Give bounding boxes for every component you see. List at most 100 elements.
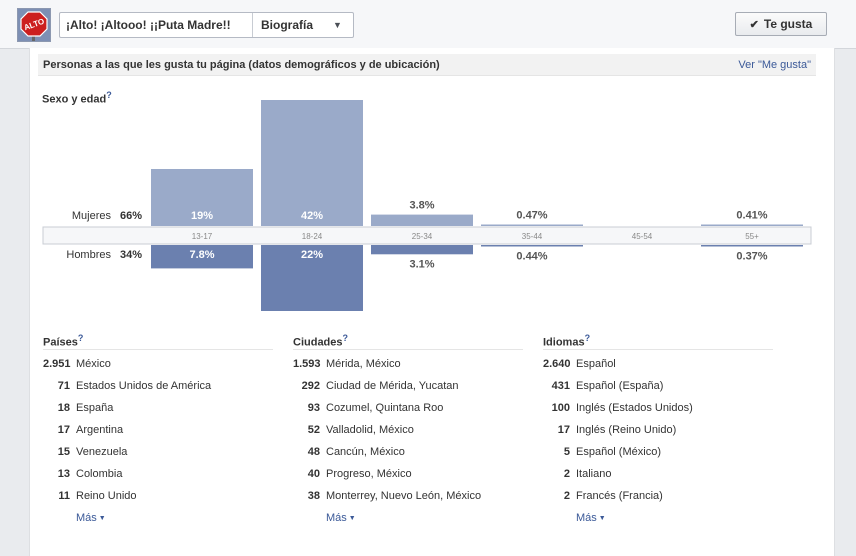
caret-down-icon: ▼ xyxy=(598,515,606,522)
language-count: 17 xyxy=(557,424,570,436)
language-name: Español (México) xyxy=(576,446,661,458)
country-row: 13 Colombia xyxy=(43,463,273,485)
country-count: 18 xyxy=(57,402,70,414)
help-icon[interactable]: ? xyxy=(342,333,349,343)
men-bar xyxy=(481,245,583,247)
country-name: Colombia xyxy=(76,468,123,480)
city-name: Mérida, México xyxy=(326,358,401,370)
men-bar xyxy=(261,245,363,311)
language-count: 2 xyxy=(563,468,570,480)
country-row: 18 España xyxy=(43,397,273,419)
country-row: 17 Argentina xyxy=(43,419,273,441)
country-count: 2.951 xyxy=(43,358,71,370)
men-label: Hombres xyxy=(66,249,111,261)
page-name[interactable]: ¡Alto! ¡Altooo! ¡¡Puta Madre!! xyxy=(60,13,253,37)
countries-title: Países? xyxy=(43,331,273,350)
help-icon[interactable]: ? xyxy=(106,90,112,100)
like-button[interactable]: ✔ Te gusta xyxy=(735,12,827,36)
age-gender-title-text: Sexo y edad xyxy=(42,93,107,106)
country-name: España xyxy=(76,402,114,414)
help-icon[interactable]: ? xyxy=(584,333,591,343)
country-count: 17 xyxy=(57,424,70,436)
city-count: 93 xyxy=(307,402,320,414)
language-row: 17 Inglés (Reino Unido) xyxy=(543,419,773,441)
city-count: 292 xyxy=(301,380,320,392)
language-count: 2 xyxy=(563,490,570,502)
language-name: Francés (Francia) xyxy=(576,490,663,502)
city-count: 1.593 xyxy=(293,358,321,370)
women-value-label: 19% xyxy=(191,210,213,222)
country-row: 11 Reino Unido xyxy=(43,485,273,507)
cities-title-text: Ciudades xyxy=(293,336,343,349)
page-avatar[interactable]: ALTO xyxy=(17,8,51,42)
caret-down-icon: ▼ xyxy=(98,515,106,522)
men-bar xyxy=(151,245,253,269)
country-name: Reino Unido xyxy=(76,490,137,502)
country-name: Venezuela xyxy=(76,446,128,458)
country-count: 11 xyxy=(58,490,70,502)
cities-column: Ciudades? 1.593 Mérida, México 292 Ciudad d… xyxy=(293,331,523,524)
women-bar xyxy=(261,100,363,226)
men-percent: 34% xyxy=(120,249,142,261)
demographics-panel: Personas a las que les gusta tu página (… xyxy=(29,48,835,556)
city-row: 38 Monterrey, Nuevo León, México xyxy=(293,485,523,507)
men-value-label: 0.37% xyxy=(736,251,767,263)
women-value-label: 3.8% xyxy=(409,200,434,212)
women-bar xyxy=(371,214,473,226)
cities-title: Ciudades? xyxy=(293,331,523,350)
section-header: Personas a las que les gusta tu página (… xyxy=(38,54,816,76)
women-value-label: 0.47% xyxy=(516,210,547,222)
women-bar xyxy=(151,169,253,226)
country-row: 2.951 México xyxy=(43,353,273,375)
countries-more-link[interactable]: Más ▼ xyxy=(76,512,273,524)
chevron-down-icon[interactable]: ▼ xyxy=(333,20,342,30)
like-button-label: Te gusta xyxy=(763,17,813,31)
language-count: 5 xyxy=(563,446,570,458)
languages-title-text: Idiomas xyxy=(543,336,585,349)
women-label: Mujeres xyxy=(72,210,112,222)
language-name: Inglés (Estados Unidos) xyxy=(576,402,693,414)
country-count: 15 xyxy=(57,446,70,458)
age-tick-label: 35-44 xyxy=(522,232,543,241)
city-name: Ciudad de Mérida, Yucatan xyxy=(326,380,459,392)
language-name: Español xyxy=(576,358,616,370)
city-row: 48 Cancún, México xyxy=(293,441,523,463)
page-selector[interactable]: ¡Alto! ¡Altooo! ¡¡Puta Madre!! Biografía… xyxy=(59,12,354,38)
city-count: 48 xyxy=(307,446,320,458)
more-label: Más xyxy=(76,512,97,524)
language-name: Inglés (Reino Unido) xyxy=(576,424,677,436)
men-value-label: 22% xyxy=(301,249,323,261)
cities-more-link[interactable]: Más ▼ xyxy=(326,512,523,524)
age-tick-label: 18-24 xyxy=(302,232,323,241)
language-row: 100 Inglés (Estados Unidos) xyxy=(543,397,773,419)
languages-more-link[interactable]: Más ▼ xyxy=(576,512,773,524)
see-likes-link[interactable]: Ver "Me gusta" xyxy=(738,58,811,71)
city-name: Cozumel, Quintana Roo xyxy=(326,402,444,414)
country-row: 15 Venezuela xyxy=(43,441,273,463)
city-row: 52 Valladolid, México xyxy=(293,419,523,441)
tab-dropdown-label[interactable]: Biografía xyxy=(261,18,314,32)
women-value-label: 0.41% xyxy=(736,210,767,222)
men-value-label: 7.8% xyxy=(189,249,214,261)
age-tick-label: 13-17 xyxy=(192,232,213,241)
age-tick-label: 25-34 xyxy=(412,232,433,241)
men-value-label: 0.44% xyxy=(516,251,547,263)
stop-sign-icon: ALTO xyxy=(18,9,50,41)
help-icon[interactable]: ? xyxy=(77,333,84,343)
countries-title-text: Países xyxy=(43,336,78,349)
language-count: 431 xyxy=(551,380,570,392)
city-row: 40 Progreso, México xyxy=(293,463,523,485)
language-name: Italiano xyxy=(576,468,612,480)
countries-column: Países? 2.951 México 71 Estados Unidos de A… xyxy=(43,331,273,524)
check-icon: ✔ xyxy=(749,18,759,31)
age-tick-label: 55+ xyxy=(745,232,759,241)
city-count: 38 xyxy=(307,490,320,502)
women-bar xyxy=(701,224,803,226)
language-name: Español (España) xyxy=(576,380,664,392)
women-value-label: 42% xyxy=(301,210,323,222)
country-name: Estados Unidos de América xyxy=(76,380,212,392)
country-name: Argentina xyxy=(76,424,124,436)
page-header: ALTO ¡Alto! ¡Altooo! ¡¡Puta Madre!! Biog… xyxy=(0,0,856,49)
city-row: 1.593 Mérida, México xyxy=(293,353,523,375)
language-count: 2.640 xyxy=(543,358,571,370)
